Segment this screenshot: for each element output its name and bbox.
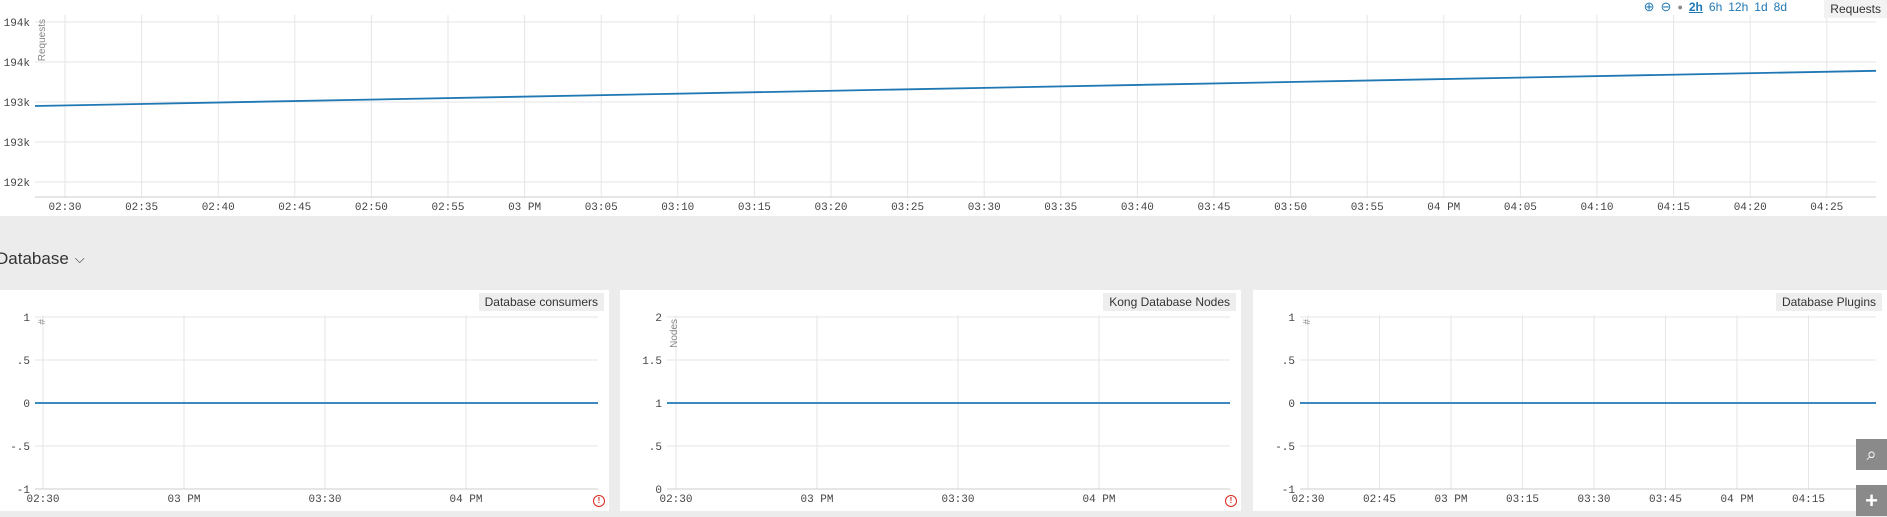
- y-tick-label: .5: [17, 356, 30, 368]
- x-tick-label: 03 PM: [167, 494, 200, 506]
- range-2h-button[interactable]: 2h: [1688, 0, 1703, 14]
- x-tick-label: 03 PM: [800, 494, 833, 506]
- x-tick-label: 02:45: [1363, 494, 1396, 506]
- kong-database-nodes-title: Kong Database Nodes: [1103, 293, 1236, 311]
- y-tick-label: .5: [649, 442, 662, 454]
- y-tick-label: 193k: [4, 98, 31, 110]
- x-tick-label: 02:45: [278, 202, 311, 214]
- error-icon[interactable]: !: [1225, 495, 1237, 507]
- range-6h-button[interactable]: 6h: [1708, 0, 1723, 14]
- x-tick-label: 03 PM: [508, 202, 541, 214]
- y-axis-label: #: [37, 319, 48, 325]
- x-tick-label: 02:40: [202, 202, 235, 214]
- requests-chart-panel: 194k 194k 193k 193k 192k 02:30 02:35 02:40 02:45…: [0, 0, 1887, 216]
- x-tick-label: 02:30: [26, 494, 59, 506]
- x-tick-label: 03:45: [1649, 494, 1682, 506]
- y-tick-label: 1: [23, 313, 30, 325]
- time-range-toolbar: ⊕ ⊖ ● 2h 6h 12h 1d 8d: [1644, 0, 1787, 14]
- y-tick-label: 192k: [4, 178, 31, 190]
- database-consumers-chart: 1 .5 0 -.5 -102:30 03 PM 03:30 04 PM #: [10, 313, 598, 506]
- x-tick-label: 04:15: [1792, 494, 1825, 506]
- x-tick-label: 03:10: [661, 202, 694, 214]
- x-tick-label: 03:55: [1351, 202, 1384, 214]
- x-tick-label: 04 PM: [449, 494, 482, 506]
- y-tick-label: 0: [23, 399, 30, 411]
- x-tick-label: 02:55: [431, 202, 464, 214]
- search-icon: ⌕: [1866, 444, 1877, 464]
- x-tick-label: 03:15: [738, 202, 771, 214]
- search-button[interactable]: ⌕: [1856, 439, 1887, 470]
- y-tick-label: 2: [655, 313, 662, 325]
- x-tick-label: 04:20: [1734, 202, 1767, 214]
- x-tick-label: 03:30: [941, 494, 974, 506]
- database-plugins-chart: 1 .5 0 -.5 -102:30 02:45 03 PM 03:15 03:30 03:45 0…: [1275, 313, 1876, 506]
- x-tick-label: 03:45: [1197, 202, 1230, 214]
- x-tick-label: 03:05: [585, 202, 618, 214]
- database-plugins-panel: 1 .5 0 -.5 -1 02:30 02:45 03 PM 03:15 03:30 03:45 0…: [1253, 290, 1887, 511]
- y-tick-label: -1: [17, 485, 31, 497]
- zoom-in-icon[interactable]: ⊕: [1643, 0, 1655, 14]
- database-consumers-title: Database consumers: [478, 293, 604, 311]
- x-tick-label: 03:30: [1577, 494, 1610, 506]
- x-tick-label: 04:15: [1657, 202, 1690, 214]
- y-tick-label: 0: [1288, 399, 1295, 411]
- y-tick-label: 194k: [4, 18, 31, 30]
- x-tick-label: 03:20: [814, 202, 847, 214]
- requests-chart-title: Requests: [1824, 0, 1887, 18]
- add-button[interactable]: +: [1856, 485, 1887, 516]
- error-icon[interactable]: !: [593, 495, 605, 507]
- section-title: Database: [0, 249, 69, 268]
- x-tick-label: 04:05: [1504, 202, 1537, 214]
- range-1d-button[interactable]: 1d: [1754, 0, 1768, 14]
- x-tick-label: 03:30: [968, 202, 1001, 214]
- x-tick-label: 04 PM: [1720, 494, 1753, 506]
- y-tick-label: -1: [1282, 485, 1296, 497]
- x-tick-label: 02:50: [355, 202, 388, 214]
- y-tick-label: 1: [1288, 313, 1295, 325]
- y-tick-label: -.5: [1275, 442, 1295, 454]
- x-tick-label: 03:30: [308, 494, 341, 506]
- y-tick-label: -.5: [10, 442, 30, 454]
- y-axis-label: Requests: [37, 19, 48, 61]
- range-12h-button[interactable]: 12h: [1728, 0, 1749, 14]
- x-tick-label: 03:15: [1506, 494, 1539, 506]
- y-tick-label: .5: [1282, 356, 1295, 368]
- database-consumers-panel: 1 .5 0 -.5 -1 02:30 03 PM 03:30 04 PM # Database …: [0, 290, 609, 511]
- x-tick-label: 03:50: [1274, 202, 1307, 214]
- y-tick-label: 1: [655, 399, 662, 411]
- requests-chart: 194k 194k 193k 193k 192k 02:30 02:35 02:40 02:45…: [4, 15, 1877, 214]
- y-tick-label: 1.5: [642, 356, 662, 368]
- x-tick-label: 04 PM: [1082, 494, 1115, 506]
- series-line: [34, 69, 1877, 107]
- database-section-header[interactable]: Database ⌵: [0, 249, 85, 269]
- x-tick-label: 03 PM: [1434, 494, 1467, 506]
- y-tick-label: 193k: [4, 138, 31, 150]
- plus-icon: +: [1865, 488, 1878, 513]
- x-tick-label: 02:30: [1291, 494, 1324, 506]
- y-axis-label: Nodes: [669, 319, 680, 348]
- x-tick-label: 03:25: [891, 202, 924, 214]
- x-tick-label: 03:40: [1121, 202, 1154, 214]
- chevron-down-icon[interactable]: ⌵: [74, 251, 85, 266]
- x-tick-label: 02:30: [659, 494, 692, 506]
- x-tick-label: 04 PM: [1427, 202, 1460, 214]
- kong-database-nodes-panel: 2 1.5 1.5 0 02:30 03 PM 03:30 04 PM Nodes Kong D…: [620, 290, 1241, 511]
- y-axis-label: #: [1302, 319, 1313, 325]
- y-tick-label: 194k: [4, 58, 31, 70]
- y-tick-label: 0: [655, 485, 662, 497]
- x-tick-label: 02:30: [48, 202, 81, 214]
- x-tick-label: 04:25: [1810, 202, 1843, 214]
- range-8d-button[interactable]: 8d: [1773, 0, 1787, 14]
- database-plugins-title: Database Plugins: [1775, 293, 1882, 311]
- zoom-out-icon[interactable]: ⊖: [1660, 0, 1672, 14]
- x-tick-label: 02:35: [125, 202, 158, 214]
- x-tick-label: 04:10: [1580, 202, 1613, 214]
- separator-dot-icon: ●: [1677, 2, 1683, 12]
- x-tick-label: 03:35: [1044, 202, 1077, 214]
